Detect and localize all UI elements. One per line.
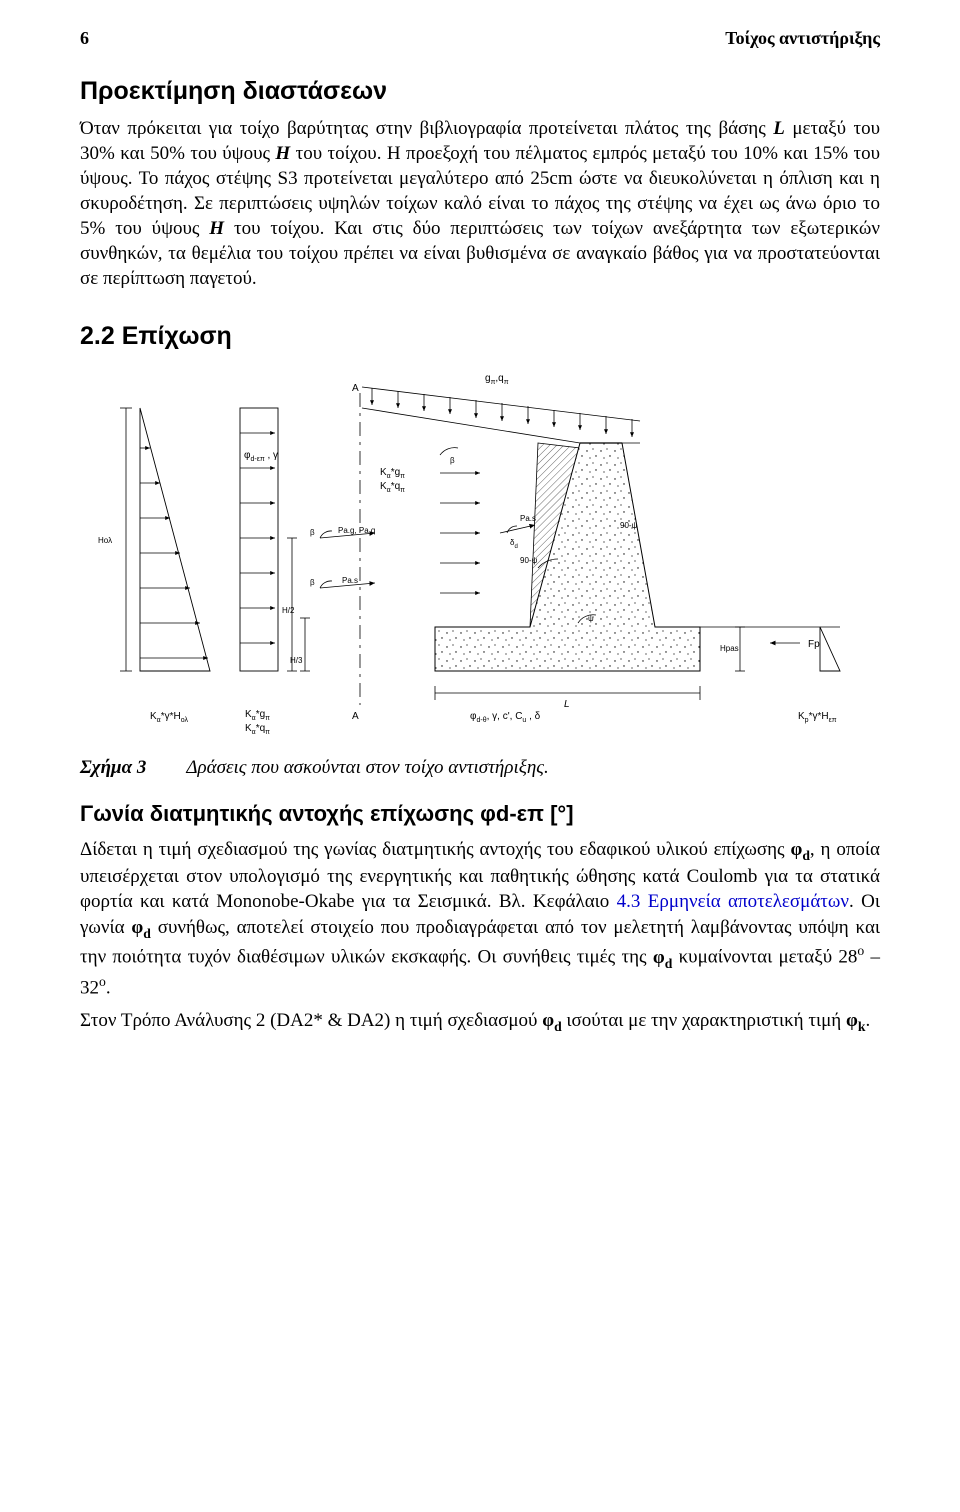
- active-gq-arrows: [240, 433, 275, 643]
- label-Hpas: Hpas: [720, 644, 739, 653]
- back-arrows: [440, 473, 480, 593]
- label-phi-dth: φd-θ, γ, c', Cu , δ: [470, 711, 541, 724]
- label-Pa-s1: Pa.s: [342, 576, 358, 585]
- label-90psi-1: 90-ψ: [520, 556, 538, 565]
- running-title: Τοίχος αντιστήριξης: [725, 28, 880, 49]
- page: 6 Τοίχος αντιστήριξης Προεκτίμηση διαστά…: [0, 0, 960, 1512]
- label-Kaq: Kα*qπ: [380, 481, 405, 494]
- label-dd: δd: [510, 538, 518, 550]
- label-Kag2: Kα*gπ: [245, 709, 270, 722]
- label-KpYHep: Kp*γ*Hεπ: [798, 711, 837, 724]
- label-Kaq2: Kα*qπ: [245, 723, 270, 736]
- active-gamma-triangle: [140, 408, 210, 671]
- label-A-top: A: [352, 383, 359, 394]
- running-header: 6 Τοίχος αντιστήριξης: [80, 28, 880, 49]
- figure-caption-number: Σχήμα 3: [80, 757, 146, 779]
- label-Hol: Hολ: [98, 536, 112, 545]
- xref-4-3[interactable]: 4.3 Ερμηνεία αποτελεσμάτων: [617, 891, 849, 912]
- label-KaYHol: Kα*γ*Hολ: [150, 711, 188, 724]
- label-beta1: β: [450, 456, 455, 465]
- label-Kag: Kα*gπ: [380, 467, 405, 480]
- figure-3: A A gπ,qπ: [80, 363, 880, 743]
- surcharge-top: gπ,qπ: [362, 373, 640, 437]
- figure-caption-text: Δράσεις που ασκούνται στον τοίχο αντιστή…: [186, 757, 548, 779]
- figure-caption: Σχήμα 3 Δράσεις που ασκούνται στον τοίχο…: [80, 757, 880, 779]
- label-Pa-gq: Pa.g, Pa.q: [338, 526, 375, 535]
- label-Pa-s2: Pa.s: [520, 514, 536, 523]
- label-H3: H/3: [290, 656, 303, 665]
- label-phidep: φd-επ , γ: [244, 450, 278, 463]
- passive-pressure-triangle: [820, 627, 840, 671]
- section-1-body: Όταν πρόκειται για τοίχο βαρύτητας στην …: [80, 116, 880, 292]
- s1-text: Όταν πρόκειται για τοίχο βαρύτητας στην …: [80, 118, 880, 289]
- label-beta3: β: [310, 578, 315, 587]
- label-A-bot: A: [352, 711, 359, 722]
- label-L: L: [564, 699, 570, 710]
- label-Fp: Fp: [808, 639, 820, 650]
- active-gq-rect: [240, 408, 278, 671]
- label-90psi-2: 90-ψ: [620, 521, 638, 530]
- label-beta2: β: [310, 528, 315, 537]
- section-heading-phi: Γωνία διατμητικής αντοχής επίχωσης φd-επ…: [80, 801, 880, 827]
- s3-para-2: Στον Τρόπο Ανάλυσης 2 (DA2* & DA2) η τιμ…: [80, 1008, 880, 1036]
- label-gp-qp: gπ,qπ: [485, 373, 509, 386]
- s3-para-1: Δίδεται η τιμή σχεδιασμού της γωνίας δια…: [80, 837, 880, 1000]
- section-heading-preestimation: Προεκτίμηση διαστάσεων: [80, 77, 880, 106]
- label-H2: H/2: [282, 606, 295, 615]
- page-number: 6: [80, 28, 89, 49]
- figure-3-svg: A A gπ,qπ: [80, 363, 880, 743]
- section-heading-backfill: 2.2 Επίχωση: [80, 322, 880, 351]
